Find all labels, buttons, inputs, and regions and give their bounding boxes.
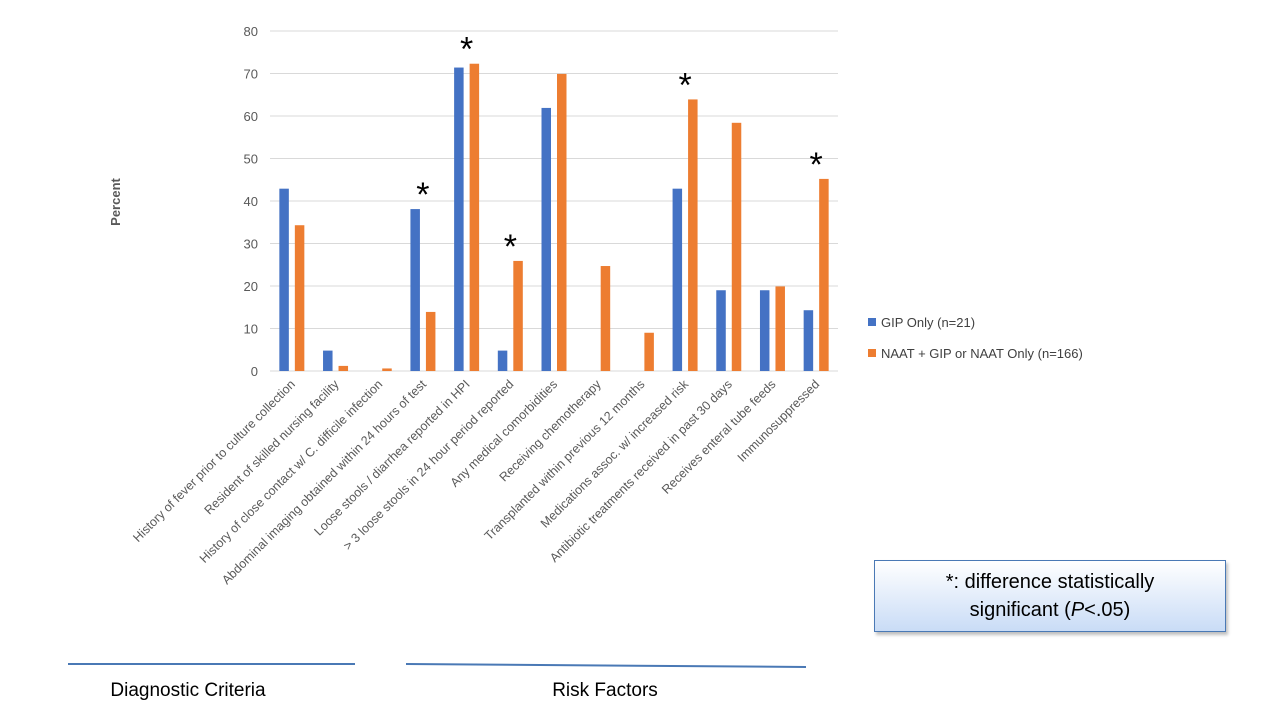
bars [279, 63, 829, 372]
bar [410, 209, 420, 371]
y-tick-label: 0 [251, 364, 258, 379]
significance-note: *: difference statistically significant … [874, 560, 1226, 632]
note-line-2-prefix: significant ( [969, 599, 1071, 621]
gridlines [270, 30, 838, 372]
bar [803, 310, 814, 371]
legend-entry: GIP Only (n=21) [881, 315, 975, 330]
risk-factors-label: Risk Factors [552, 680, 658, 701]
significance-markers: * * * * * [416, 31, 822, 266]
bar [672, 188, 683, 371]
bar [759, 290, 770, 371]
y-tick-label: 10 [244, 322, 258, 337]
bar [425, 311, 436, 371]
bar [688, 99, 698, 372]
y-tick-label: 60 [244, 109, 258, 124]
note-line-1: *: difference statistically [945, 571, 1155, 593]
y-tick-label: 80 [244, 24, 258, 39]
y-axis-label: Percent [108, 177, 123, 225]
bar [819, 178, 829, 371]
category-label: Abdominal imaging obtained within 24 hou… [219, 377, 429, 587]
bar [600, 266, 611, 371]
significance-star: * [678, 66, 691, 104]
y-tick-label: 50 [244, 152, 258, 167]
bar [454, 67, 464, 372]
bar [279, 188, 289, 371]
y-tick-label: 20 [244, 279, 258, 294]
bar [775, 286, 785, 371]
bar [557, 73, 567, 372]
legend: GIP Only (n=21) NAAT + GIP or NAAT Only (… [868, 315, 1083, 361]
legend-swatch [868, 318, 876, 326]
x-axis-category-labels: History of fever prior to culture collec… [130, 377, 822, 587]
bar [323, 350, 333, 371]
bar [644, 332, 654, 371]
bar [541, 107, 551, 372]
bar [469, 63, 480, 371]
significance-star: * [416, 176, 429, 214]
note-p-italic: P [1070, 599, 1085, 621]
y-tick-label: 70 [244, 67, 258, 82]
diagnostic-criteria-label: Diagnostic Criteria [110, 680, 266, 701]
category-label: Immunosuppressed [735, 377, 823, 465]
y-axis-ticks: 0 10 20 30 40 50 60 70 80 [244, 24, 258, 379]
significance-star: * [504, 228, 517, 266]
risk-factors-bracket [405, 663, 807, 668]
bar [513, 260, 523, 371]
category-label: Transplanted within previous 12 months [482, 377, 648, 543]
y-tick-label: 40 [244, 194, 258, 209]
category-label: Loose stools / diarrhea reported in HPI [312, 377, 473, 538]
y-tick-label: 30 [244, 237, 258, 252]
bar [338, 365, 349, 371]
bar [497, 350, 508, 371]
legend-entry: NAAT + GIP or NAAT Only (n=166) [881, 346, 1083, 361]
bar [294, 225, 305, 371]
bar [731, 122, 742, 371]
category-label: History of fever prior to culture collec… [130, 377, 298, 545]
bar [382, 368, 392, 371]
bar [716, 290, 726, 371]
significance-star: * [810, 146, 823, 184]
note-line-2-suffix: <.05) [1084, 599, 1131, 621]
significance-star: * [460, 31, 473, 69]
legend-swatch [868, 349, 876, 357]
